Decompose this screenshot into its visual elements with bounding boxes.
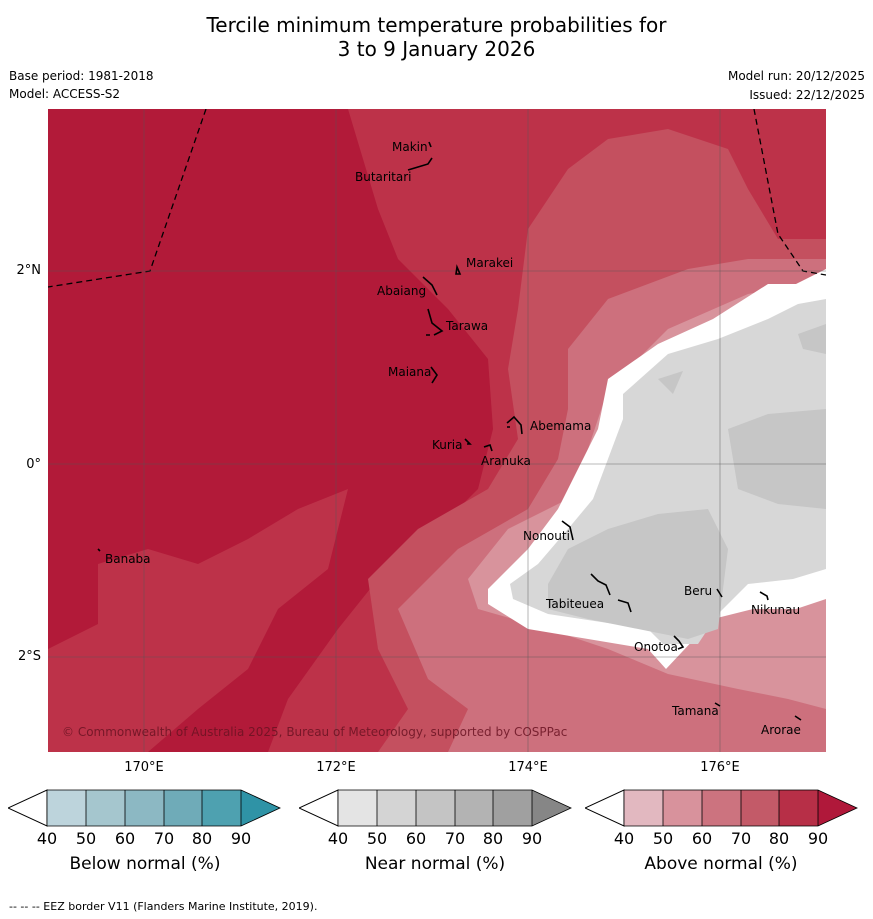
eez-border-east bbox=[753, 109, 826, 276]
lat-label-2s: 2°S bbox=[17, 649, 41, 664]
colorbar-tick: 70 bbox=[444, 829, 466, 848]
lon-label-170e: 170°E bbox=[124, 760, 164, 775]
place-label: Tamana bbox=[671, 704, 719, 718]
colorbar-swatch bbox=[532, 790, 571, 826]
colorbar-tick: 40 bbox=[613, 829, 635, 848]
colorbar-swatch bbox=[241, 790, 280, 826]
colorbar-tick: 70 bbox=[153, 829, 175, 848]
colorbar-swatch bbox=[202, 790, 241, 826]
colorbar-tick: 50 bbox=[366, 829, 388, 848]
colorbar-swatch bbox=[47, 790, 86, 826]
island-nikunau bbox=[759, 591, 769, 601]
place-label: Nonouti bbox=[523, 529, 570, 543]
title-line-2: 3 to 9 January 2026 bbox=[337, 37, 536, 61]
place-label: Tabiteuea bbox=[545, 597, 604, 611]
colorbar-swatch bbox=[455, 790, 493, 826]
colorbar-tick: 90 bbox=[521, 829, 543, 848]
place-label: Aranuka bbox=[481, 454, 531, 468]
lat-label-0: 0° bbox=[26, 457, 41, 472]
colorbar-tick: 60 bbox=[405, 829, 427, 848]
colorbar-tick: 80 bbox=[768, 829, 790, 848]
probability-map: Makin Butaritari Marakei Abaiang Tarawa … bbox=[48, 109, 826, 752]
colorbar-tick: 90 bbox=[807, 829, 829, 848]
colorbar-tick: 60 bbox=[114, 829, 136, 848]
island-arorae bbox=[794, 715, 802, 721]
place-label: Tarawa bbox=[445, 319, 488, 333]
lon-label-174e: 174°E bbox=[508, 760, 548, 775]
island-abemama bbox=[506, 415, 523, 435]
place-label: Butaritari bbox=[355, 170, 412, 184]
colorbar-swatch bbox=[702, 790, 741, 826]
lat-label-2n: 2°N bbox=[16, 263, 42, 278]
island-nonouti bbox=[561, 520, 574, 541]
colorbar-tick: 40 bbox=[327, 829, 349, 848]
colorbar-below bbox=[8, 789, 281, 827]
colorbar-swatch bbox=[86, 790, 125, 826]
island-tabiteuea bbox=[590, 573, 632, 613]
copyright-notice: © Commonwealth of Australia 2025, Bureau… bbox=[62, 725, 567, 739]
island-abaiang bbox=[422, 276, 438, 296]
island-marakei bbox=[455, 264, 462, 275]
lon-label-172e: 172°E bbox=[316, 760, 356, 775]
eez-footnote: -- -- -- EEZ border V11 (Flanders Marine… bbox=[9, 900, 318, 913]
colorbar-swatch bbox=[416, 790, 455, 826]
base-period: Base period: 1981-2018 bbox=[9, 69, 154, 83]
place-label: Nikunau bbox=[751, 603, 800, 617]
colorbar-tick: 60 bbox=[691, 829, 713, 848]
island-outlines bbox=[97, 141, 802, 721]
place-label: Banaba bbox=[105, 552, 151, 566]
island-makin bbox=[428, 141, 432, 148]
title-line-1: Tercile minimum temperature probabilitie… bbox=[206, 13, 667, 37]
colorbar-tick: 90 bbox=[230, 829, 252, 848]
colorbar-tick: 50 bbox=[652, 829, 674, 848]
colorbar-swatch bbox=[377, 790, 416, 826]
colorbar-swatch bbox=[624, 790, 663, 826]
lon-label-176e: 176°E bbox=[700, 760, 740, 775]
place-label: Arorae bbox=[761, 723, 801, 737]
place-label: Onotoa bbox=[634, 640, 678, 654]
model-name: Model: ACCESS-S2 bbox=[9, 87, 121, 101]
island-banaba bbox=[97, 548, 101, 552]
place-label: Makin bbox=[392, 140, 428, 154]
colorbar-swatch bbox=[663, 790, 702, 826]
region-near-60 bbox=[548, 324, 826, 639]
colorbar-swatch bbox=[779, 790, 818, 826]
colorbar-swatch bbox=[818, 790, 857, 826]
island-maiana bbox=[430, 366, 438, 384]
island-labels: Makin Butaritari Marakei Abaiang Tarawa … bbox=[105, 140, 801, 737]
graticule bbox=[48, 109, 826, 752]
island-tarawa bbox=[426, 308, 444, 336]
colorbar-tick: 40 bbox=[36, 829, 58, 848]
colorbar-above bbox=[585, 789, 858, 827]
island-beru bbox=[716, 588, 723, 598]
colorbar-tick: 80 bbox=[482, 829, 504, 848]
place-label: Kuria bbox=[432, 438, 463, 452]
island-butaritari bbox=[407, 157, 433, 171]
island-kuria bbox=[464, 438, 472, 445]
island-onotoa bbox=[673, 635, 685, 650]
colorbar-swatch bbox=[338, 790, 377, 826]
colorbar-near bbox=[299, 789, 572, 827]
place-label: Marakei bbox=[466, 256, 513, 270]
colorbar-swatch bbox=[125, 790, 164, 826]
colorbar-tick: 50 bbox=[75, 829, 97, 848]
colorbar-near-label: Near normal (%) bbox=[364, 854, 506, 874]
island-aranuka bbox=[483, 443, 493, 452]
model-run: Model run: 20/12/2025 bbox=[727, 69, 865, 83]
place-label: Maiana bbox=[388, 365, 431, 379]
colorbar-swatch bbox=[741, 790, 779, 826]
island-tamana bbox=[714, 702, 721, 707]
colorbar-tick: 80 bbox=[191, 829, 213, 848]
place-label: Beru bbox=[684, 584, 712, 598]
issued-date: Issued: 22/12/2025 bbox=[749, 88, 865, 102]
colorbar-swatch bbox=[493, 790, 532, 826]
place-label: Abaiang bbox=[377, 284, 426, 298]
colorbar-swatch bbox=[164, 790, 202, 826]
place-label: Abemama bbox=[530, 419, 591, 433]
colorbar-above-label: Above normal (%) bbox=[644, 854, 798, 874]
colorbar-below-label: Below normal (%) bbox=[69, 854, 221, 874]
colorbar-tick: 70 bbox=[730, 829, 752, 848]
